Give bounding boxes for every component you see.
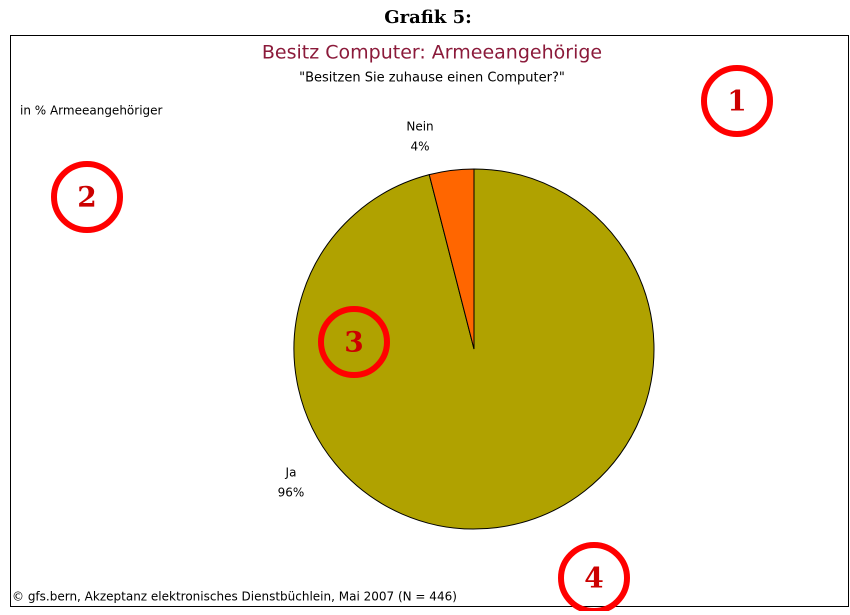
slice-label: Nein bbox=[406, 120, 433, 134]
chart-frame bbox=[10, 35, 849, 607]
annotation-circle bbox=[318, 306, 390, 378]
heading: Grafik 5: bbox=[384, 7, 472, 28]
annotation-number: 2 bbox=[77, 181, 96, 214]
slice-label: Ja bbox=[285, 466, 297, 480]
annotation-number: 1 bbox=[727, 85, 746, 118]
pie-slice bbox=[428, 168, 475, 350]
source: © gfs.bern, Akzeptanz elektronisches Die… bbox=[12, 590, 457, 604]
unit-label: in % Armeeangehöriger bbox=[20, 104, 163, 118]
annotation-circle bbox=[51, 161, 123, 233]
chart-title: Besitz Computer: Armeeangehörige bbox=[262, 42, 602, 64]
slice-value-label: 96% bbox=[278, 486, 305, 500]
chart-subtitle: "Besitzen Sie zuhause einen Computer?" bbox=[299, 71, 565, 86]
annotation-number: 4 bbox=[584, 562, 603, 595]
annotation-number: 3 bbox=[344, 326, 363, 359]
slice-value-label: 4% bbox=[410, 140, 429, 154]
annotation-circle bbox=[701, 65, 773, 137]
